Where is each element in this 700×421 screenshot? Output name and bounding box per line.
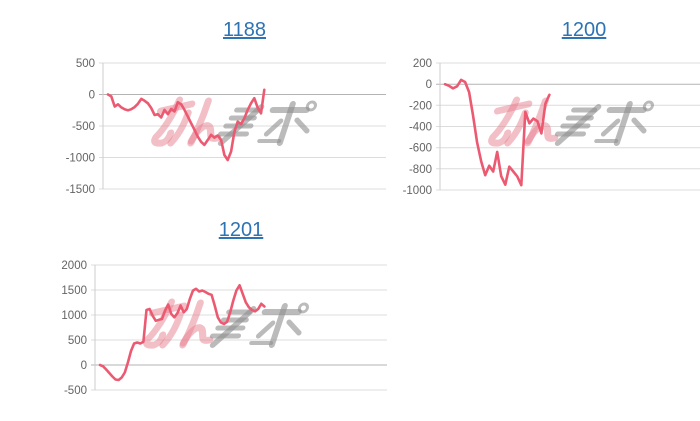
- line-chart-svg: 2000 1500 1000 500 0 -500: [61, 260, 387, 397]
- chart-line: [106, 88, 266, 162]
- y-tick-label: 1500: [61, 285, 87, 297]
- y-tick-label: 0: [89, 90, 95, 102]
- chart-title-link[interactable]: 1188: [222, 19, 266, 41]
- y-tick-label: -800: [409, 164, 432, 176]
- y-tick-label: 200: [413, 58, 432, 70]
- chart-card: 1200 200 0 -200 -400 -600 -800 -1000: [390, 16, 700, 216]
- line-chart-svg: 500 0 -500 -1000 -1500: [66, 58, 386, 196]
- chart-title-link[interactable]: 1201: [218, 219, 264, 241]
- y-tick-label: -500: [72, 121, 95, 133]
- chart-title-link[interactable]: 1200: [561, 19, 607, 41]
- chart-line: [443, 78, 551, 187]
- y-tick-label: -1000: [403, 185, 432, 197]
- y-tick-label: 0: [426, 79, 432, 91]
- watermark-logo: [151, 96, 317, 147]
- y-tick-label: -1500: [66, 184, 95, 196]
- y-tick-label: 2000: [61, 260, 87, 272]
- y-tick-label: 0: [81, 360, 87, 372]
- watermark-logo: [488, 96, 654, 147]
- y-tick-label: 500: [76, 58, 95, 70]
- chart-line: [98, 284, 266, 382]
- y-tick-label: -500: [64, 385, 87, 397]
- y-tick-label: -600: [409, 143, 432, 155]
- y-tick-label: 1000: [61, 310, 87, 322]
- line-chart: 200 0 -200 -400 -600 -800 -1000: [390, 16, 700, 216]
- machine-charts-page: 1188 500 0 -500 -1000 -1500 1200 200 0 -200 -40…: [40, 16, 700, 397]
- line-chart: 500 0 -500 -1000 -1500: [40, 16, 390, 216]
- chart-card: 1188 500 0 -500 -1000 -1500: [40, 16, 390, 216]
- y-tick-label: 500: [68, 335, 87, 347]
- line-chart: 2000 1500 1000 500 0 -500: [40, 216, 390, 416]
- y-tick-label: -400: [409, 122, 432, 134]
- y-tick-label: -1000: [66, 153, 95, 165]
- y-tick-label: -200: [409, 100, 432, 112]
- line-chart-svg: 200 0 -200 -400 -600 -800 -1000: [403, 58, 700, 197]
- chart-card: 1201 2000 1500 1000 500 0 -500: [40, 216, 390, 416]
